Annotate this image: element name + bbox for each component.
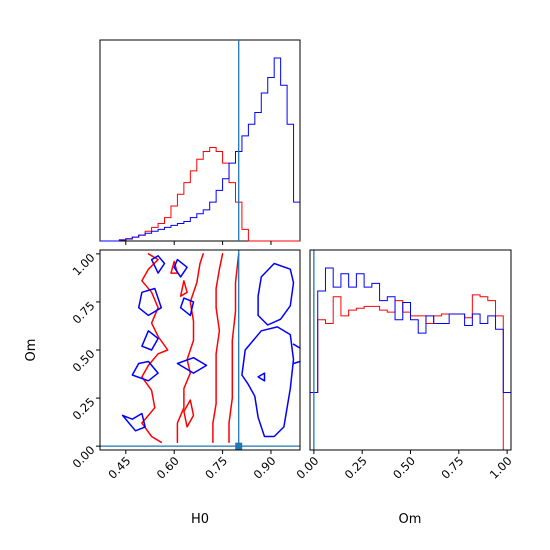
hist-om-x-tick-label: 1.00 xyxy=(487,454,515,482)
contour-blue-7 xyxy=(121,412,146,432)
contour-y-tick-label: 0.25 xyxy=(70,395,98,423)
contour-y-tick-label: 1.00 xyxy=(70,251,98,279)
panel-contour-h0-om: 0.45 0.60 0.75 0.90 0.00 0.25 0.50 0.75 1.00 xyxy=(70,249,301,482)
contour-blue-11 xyxy=(150,255,166,274)
hist-om-blue-series xyxy=(310,267,511,394)
x-axis-label-h0: H0 xyxy=(191,512,209,527)
contour-red-4 xyxy=(183,399,195,428)
contour-blue-14 xyxy=(173,258,188,278)
hist-h0-ticks xyxy=(125,241,272,245)
hist-om-red-series xyxy=(310,294,511,451)
contour-blue-15 xyxy=(241,326,295,438)
panel-hist-om-frame xyxy=(309,249,512,451)
contour-blue-10 xyxy=(137,287,163,317)
hist-om-series xyxy=(310,267,511,451)
hist-h0-series xyxy=(100,57,300,242)
truth-marker xyxy=(235,442,243,450)
contour-blue-9 xyxy=(141,330,159,351)
contour-y-tick-label: 0.00 xyxy=(70,443,98,471)
hist-om-x-tick-label: 0.25 xyxy=(342,454,370,482)
contour-red-0 xyxy=(141,253,169,444)
contour-blue-17 xyxy=(257,372,266,382)
hist-h0-red-series xyxy=(100,147,300,242)
contour-blue-13 xyxy=(179,297,195,317)
contour-x-tick-label: 0.60 xyxy=(154,454,182,482)
contour-red-5 xyxy=(179,280,188,297)
contour-red-6 xyxy=(170,260,179,274)
contour-x-ticks: 0.45 0.60 0.75 0.90 xyxy=(105,450,279,482)
contour-y-tick-label: 0.75 xyxy=(70,299,98,327)
y-axis-label-om: Om xyxy=(24,339,39,362)
contour-red-2 xyxy=(212,253,224,444)
contour-blue-12 xyxy=(176,356,208,374)
contour-x-tick-label: 0.45 xyxy=(105,454,133,482)
hist-h0-blue-series xyxy=(100,57,300,242)
panel-hist-h0-frame xyxy=(99,39,301,242)
contour-y-tick-label: 0.50 xyxy=(70,347,98,375)
x-axis-label-om: Om xyxy=(399,512,422,527)
hist-om-x-ticks: 0.00 0.25 0.50 0.75 1.00 xyxy=(293,450,515,482)
contour-y-ticks: 0.00 0.25 0.50 0.75 1.00 xyxy=(70,251,100,471)
contour-blue-18 xyxy=(292,360,301,365)
contour-lines xyxy=(121,253,301,444)
contour-x-tick-label: 0.90 xyxy=(251,454,279,482)
hist-om-x-tick-label: 0.00 xyxy=(293,454,321,482)
hist-om-x-tick-label: 0.50 xyxy=(390,454,418,482)
contour-x-tick-label: 0.75 xyxy=(202,454,230,482)
contour-blue-19 xyxy=(292,343,301,349)
panel-hist-h0 xyxy=(99,39,301,245)
panel-hist-om: 0.00 0.25 0.50 0.75 1.00 xyxy=(293,249,515,482)
contour-red-1 xyxy=(176,253,204,444)
panel-contour-frame xyxy=(99,249,301,451)
hist-om-x-tick-label: 0.75 xyxy=(438,454,466,482)
contour-blue-16 xyxy=(257,262,295,326)
contour-red-3 xyxy=(228,253,240,444)
contour-blue-8 xyxy=(131,360,159,382)
